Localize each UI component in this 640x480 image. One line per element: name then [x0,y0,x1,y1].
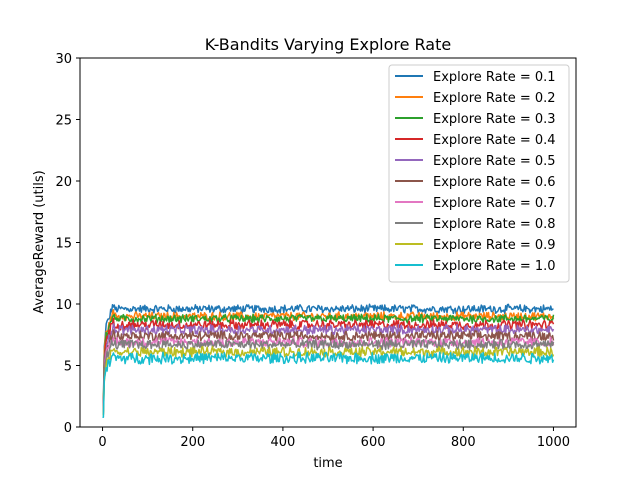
y-tick-label: 30 [55,52,72,67]
legend-label: Explore Rate = 0.2 [433,91,556,106]
legend-label: Explore Rate = 0.9 [433,238,556,253]
series-line [102,313,555,409]
y-tick-label: 5 [64,360,72,375]
y-tick-label: 15 [55,237,72,252]
x-axis-label: time [313,456,342,471]
chart-title: K-Bandits Varying Explore Rate [205,35,451,54]
legend-box [388,64,570,283]
y-tick-label: 0 [64,421,72,436]
legend-label: Explore Rate = 0.1 [433,70,556,85]
series-line [102,351,555,418]
series-line [102,338,555,415]
legend-label: Explore Rate = 0.4 [433,133,556,148]
x-tick-label: 400 [270,435,295,450]
legend: Explore Rate = 0.1 Explore Rate = 0.2 Expl… [388,64,570,283]
x-tick-label: 200 [180,435,205,450]
legend-label: Explore Rate = 0.3 [433,112,556,127]
x-tick-label: 1000 [537,435,570,450]
legend-label: Explore Rate = 1.0 [433,259,556,274]
y-axis-label: AverageReward (utils) [32,170,47,313]
x-tick-label: 0 [98,435,106,450]
series-line [102,345,555,416]
series-line [102,303,554,404]
series-line [102,329,555,412]
x-tick-label: 600 [361,435,386,450]
x-axis-ticks: 0 200 400 600 800 1000 [98,427,570,450]
legend-label: Explore Rate = 0.7 [433,196,556,211]
series-line [102,336,555,413]
legend-label: Explore Rate = 0.8 [433,217,556,232]
y-axis-ticks: 0 5 10 15 20 25 30 [55,52,80,436]
series-lines [102,303,555,418]
y-tick-label: 25 [55,114,72,129]
series-line [102,323,555,411]
y-tick-label: 20 [55,175,72,190]
y-tick-label: 10 [55,298,72,313]
x-tick-label: 800 [451,435,476,450]
legend-label: Explore Rate = 0.5 [433,154,556,169]
legend-label: Explore Rate = 0.6 [433,175,556,190]
